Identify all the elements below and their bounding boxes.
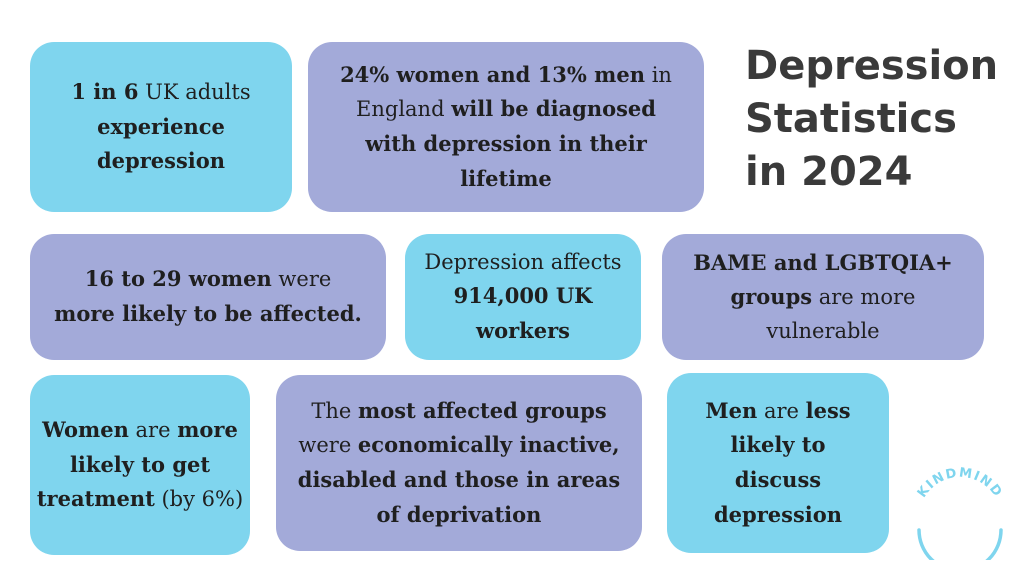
stat-plain: were	[298, 433, 358, 458]
page-title: Depression Statistics in 2024	[745, 40, 998, 198]
stat-text: 1 in 6 UK adults experience depression	[44, 75, 278, 179]
stat-highlight: more likely to get treatment	[36, 417, 238, 512]
stat-card-adults: 1 in 6 UK adults experience depression	[30, 42, 292, 212]
kindmind-logo: KINDMIND	[915, 466, 1006, 560]
stat-highlight: 914,000 UK workers	[453, 283, 593, 343]
stat-card-men: Men are less likely to discuss depressio…	[667, 373, 889, 553]
stat-highlight: most affected groups	[358, 397, 607, 423]
stat-highlight: experience depression	[96, 113, 226, 174]
stat-plain: were	[271, 267, 332, 292]
logo-text-path: KINDMIND	[915, 466, 1004, 501]
stat-highlight: will be diagnosed with depression in the…	[365, 96, 656, 191]
stat-card-workers: Depression affects 914,000 UK workers	[405, 234, 641, 360]
stat-card-vulnerable-groups: BAME and LGBTQIA+ groups are more vulner…	[662, 234, 984, 360]
stat-text: Men are less likely to discuss depressio…	[689, 394, 867, 532]
stat-card-young-women: 16 to 29 women were more likely to be af…	[30, 234, 386, 360]
stat-plain: The	[311, 398, 358, 423]
stat-plain: are	[757, 398, 806, 423]
stat-text: 24% women and 13% men in England will be…	[330, 58, 682, 196]
stat-plain: are	[128, 418, 178, 443]
stat-highlight: BAME and LGBTQIA+ groups	[693, 249, 953, 310]
stat-text: 16 to 29 women were more likely to be af…	[52, 262, 364, 331]
stat-highlight: 1 in 6	[71, 79, 139, 105]
stat-card-affected-groups: The most affected groups were economical…	[276, 375, 642, 551]
stat-highlight: less likely to discuss depression	[713, 397, 851, 527]
stat-text: BAME and LGBTQIA+ groups are more vulner…	[692, 246, 954, 349]
stat-highlight: 24% women and 13% men	[340, 61, 646, 87]
stat-highlight: economically inactive, disabled and thos…	[297, 432, 621, 527]
stat-highlight: Women	[42, 417, 129, 443]
stat-highlight: more likely to be affected.	[54, 301, 362, 326]
stat-text: The most affected groups were economical…	[286, 394, 632, 532]
stat-text: Women are more likely to get treatment (…	[36, 413, 244, 517]
stat-text: Depression affects 914,000 UK workers	[415, 246, 631, 349]
stat-highlight: Men	[705, 397, 758, 423]
stat-plain: (by 6%)	[154, 487, 244, 512]
stat-plain: UK adults	[138, 80, 251, 105]
title-line-1: Depression	[745, 43, 999, 89]
stat-card-diagnosis: 24% women and 13% men in England will be…	[308, 42, 704, 212]
stat-plain: Depression affects	[424, 249, 622, 274]
title-line-2: Statistics	[745, 95, 957, 142]
stat-card-treatment: Women are more likely to get treatment (…	[30, 375, 250, 555]
stat-plain: are more vulnerable	[766, 285, 916, 343]
title-line-3: in 2024	[745, 148, 913, 195]
smile-arc	[917, 528, 1003, 560]
stat-highlight: 16 to 29 women	[84, 266, 272, 292]
stat-plain: in England	[356, 62, 672, 122]
logo-text: KINDMIND	[915, 466, 1006, 501]
